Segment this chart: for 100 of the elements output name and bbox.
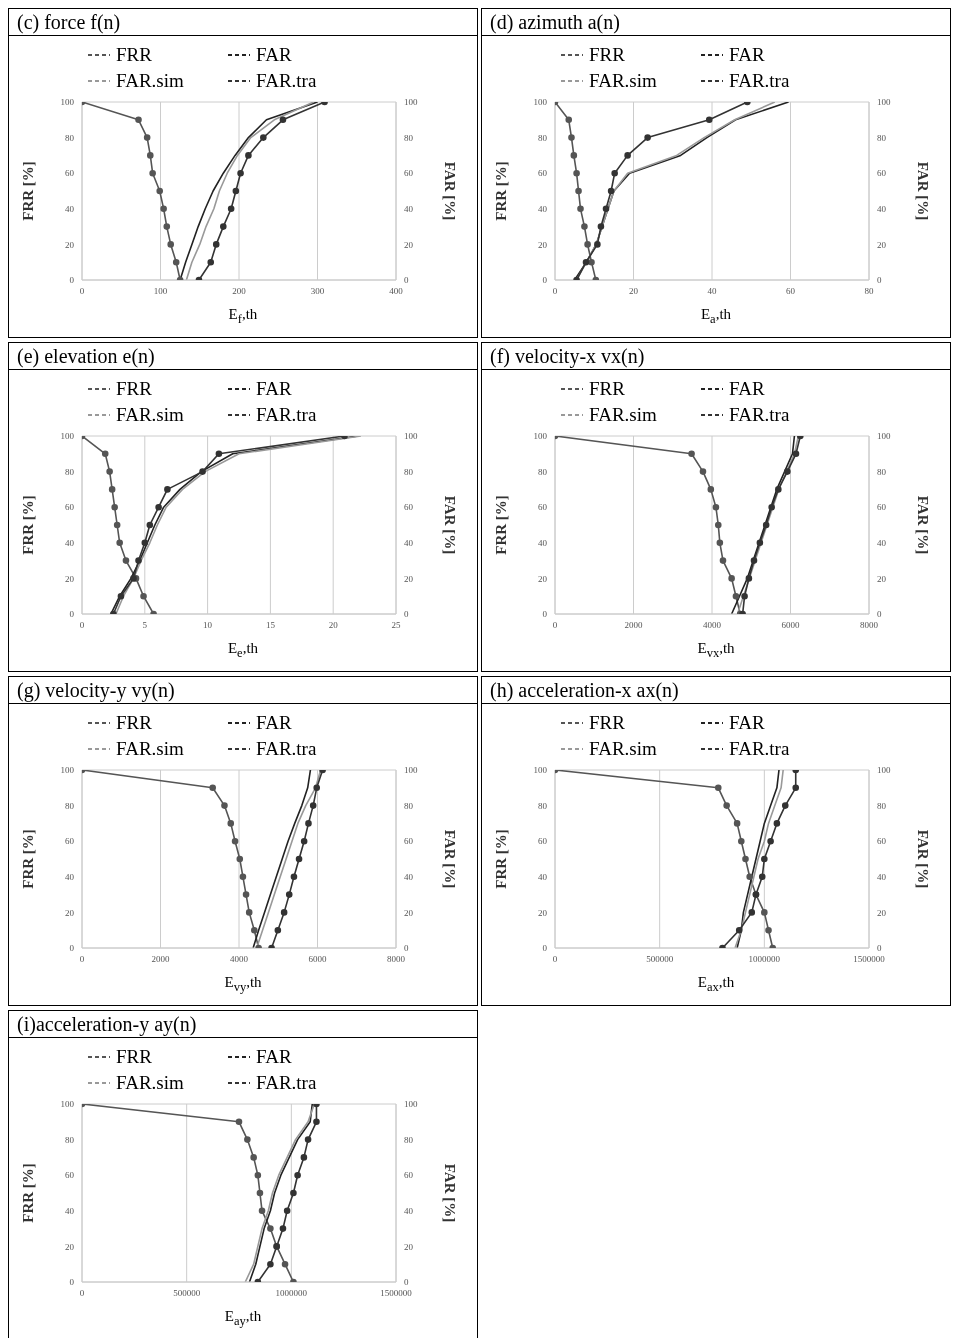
y-tick-label: 20	[65, 239, 75, 250]
y2-tick-label: 0	[877, 943, 882, 954]
x-axis-title: E$_{e}$,th	[226, 640, 260, 661]
legend-label: FAR.sim	[116, 737, 184, 761]
legend-label: FAR.tra	[729, 737, 790, 761]
x-tick-label: 1500000	[853, 954, 886, 965]
y2-tick-label: 20	[877, 239, 887, 250]
legend-label: FAR	[729, 711, 765, 735]
x-tick-label: 0	[79, 1288, 85, 1299]
y2-tick-label: 60	[404, 502, 414, 513]
y-tick-label: 40	[65, 871, 75, 882]
y2-tick-label: 60	[877, 168, 887, 179]
x-tick-label: 4000	[230, 954, 249, 965]
y2-tick-label: 40	[404, 203, 414, 214]
x-tick-label: 0	[79, 286, 85, 297]
x-tick-label: 1500000	[380, 1288, 413, 1299]
x-tick-label: 1000000	[275, 1288, 308, 1299]
legend-label: FAR.tra	[256, 69, 317, 93]
y-axis-title: FRR [%]	[20, 829, 37, 889]
y2-axis-title: FAR [%]	[914, 161, 931, 221]
x-tick-label: 6000	[308, 954, 327, 965]
x-tick-label: 500000	[646, 954, 674, 965]
y2-tick-label: 40	[404, 1205, 414, 1216]
y2-axis-title: FAR [%]	[441, 829, 458, 889]
x-tick-label: 200	[232, 286, 247, 297]
y-tick-label: 20	[538, 573, 548, 584]
y2-tick-label: 40	[877, 537, 887, 548]
y2-axis-title: FAR [%]	[914, 495, 931, 555]
y-axis-title: FRR [%]	[20, 161, 37, 221]
y-tick-label: 100	[533, 765, 548, 776]
legend-label: FRR	[589, 711, 625, 735]
y2-tick-label: 80	[877, 132, 887, 143]
chart-title: (e) elevation e(n)	[9, 343, 477, 370]
y2-tick-label: 0	[877, 609, 882, 620]
y-axis-title: FRR [%]	[493, 829, 510, 889]
y-tick-label: 100	[60, 431, 75, 442]
x-tick-label: 60	[786, 286, 796, 297]
legend-label: FAR	[256, 711, 292, 735]
y2-tick-label: 20	[877, 573, 887, 584]
y-tick-label: 0	[69, 275, 75, 286]
y-tick-label: 60	[538, 502, 548, 513]
x-tick-label: 40	[707, 286, 717, 297]
chart-title: (h) acceleration-x ax(n)	[482, 677, 950, 704]
y2-axis-title: FAR [%]	[441, 161, 458, 221]
x-axis-title: E$_{ay}$,th	[223, 1308, 263, 1329]
y-tick-label: 40	[538, 871, 548, 882]
y-tick-label: 60	[65, 1170, 75, 1181]
y-tick-label: 40	[65, 1205, 75, 1216]
chart-title: (d) azimuth a(n)	[482, 9, 950, 36]
x-tick-label: 2000	[624, 620, 643, 631]
y2-tick-label: 20	[404, 239, 414, 250]
y2-tick-label: 80	[404, 800, 414, 811]
y-tick-label: 60	[538, 836, 548, 847]
y-tick-label: 100	[60, 1099, 75, 1110]
x-tick-label: 0	[552, 620, 558, 631]
legend-label: FAR.sim	[589, 403, 657, 427]
x-tick-label: 4000	[703, 620, 722, 631]
x-tick-label: 6000	[781, 620, 800, 631]
y-tick-label: 80	[538, 132, 548, 143]
y2-tick-label: 60	[404, 836, 414, 847]
x-axis-title: E$_{a}$,th	[699, 306, 733, 327]
x-tick-label: 0	[79, 954, 85, 965]
x-tick-label: 2000	[151, 954, 170, 965]
y-tick-label: 60	[65, 836, 75, 847]
y-tick-label: 0	[542, 609, 548, 620]
y2-tick-label: 60	[877, 836, 887, 847]
y2-tick-label: 80	[404, 466, 414, 477]
y-tick-label: 20	[65, 1241, 75, 1252]
y2-tick-label: 40	[404, 871, 414, 882]
y2-axis-title: FAR [%]	[914, 829, 931, 889]
y2-tick-label: 80	[404, 132, 414, 143]
y-tick-label: 100	[60, 97, 75, 108]
y2-tick-label: 0	[404, 943, 409, 954]
legend-label: FAR.tra	[729, 403, 790, 427]
legend-label: FAR.sim	[116, 403, 184, 427]
y2-tick-label: 60	[404, 1170, 414, 1181]
chart-title: (f) velocity-x vx(n)	[482, 343, 950, 370]
legend-label: FAR	[256, 1045, 292, 1069]
x-tick-label: 0	[552, 286, 558, 297]
y-tick-label: 80	[65, 800, 75, 811]
x-axis-title: E$_{vx}$,th	[696, 640, 736, 661]
legend-label: FAR.tra	[256, 1071, 317, 1095]
x-tick-label: 80	[864, 286, 874, 297]
y2-tick-label: 100	[877, 765, 891, 776]
y-axis-title: FRR [%]	[20, 1163, 37, 1223]
y2-tick-label: 20	[404, 907, 414, 918]
y-tick-label: 80	[538, 466, 548, 477]
x-tick-label: 25	[391, 620, 401, 631]
y2-tick-label: 0	[404, 275, 409, 286]
y-tick-label: 0	[542, 275, 548, 286]
y2-tick-label: 100	[404, 97, 418, 108]
y-tick-label: 100	[60, 765, 75, 776]
legend-label: FAR	[729, 43, 765, 67]
y2-tick-label: 0	[404, 1277, 409, 1288]
y-tick-label: 40	[538, 203, 548, 214]
y2-tick-label: 100	[877, 97, 891, 108]
y2-tick-label: 0	[877, 275, 882, 286]
x-tick-label: 20	[328, 620, 339, 631]
x-tick-label: 100	[153, 286, 168, 297]
y-tick-label: 0	[69, 1277, 75, 1288]
